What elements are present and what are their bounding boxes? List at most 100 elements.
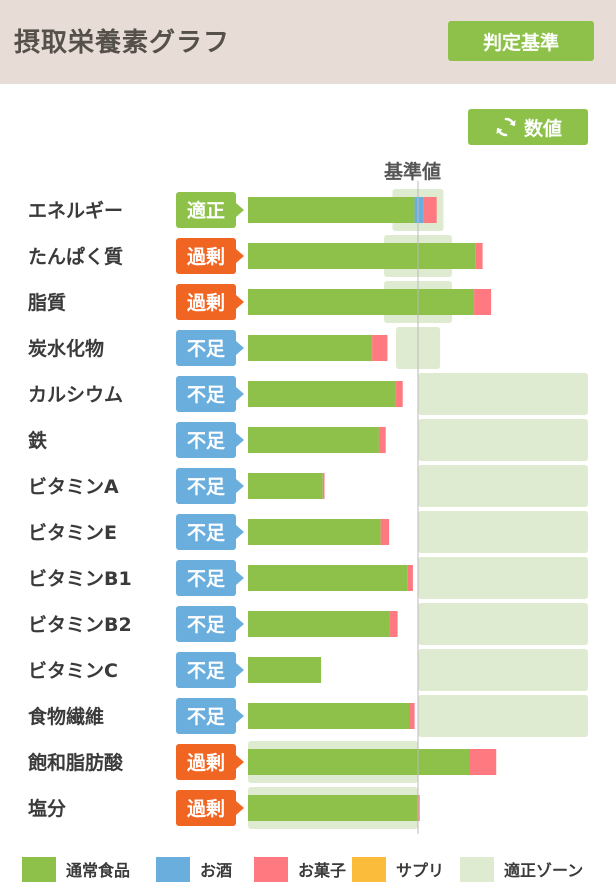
zone-rect (418, 419, 588, 461)
bar-snacks (372, 335, 388, 361)
bar-snacks (418, 795, 420, 821)
status-badge-arrow (236, 387, 244, 401)
status-badge-label: 不足 (187, 476, 226, 498)
bar-snacks (380, 519, 390, 545)
status-badge-label: 過剰 (187, 291, 225, 314)
bar-normal-food (248, 473, 323, 499)
category-label: カルシウム (28, 384, 123, 406)
bar-snacks (395, 381, 403, 407)
bar-snacks (322, 473, 325, 499)
criteria-button[interactable]: 判定基準 (448, 21, 594, 61)
bar-snacks (407, 565, 413, 591)
legend-item-supplement: サプリ (352, 855, 444, 883)
status-badge (176, 284, 236, 320)
legend-item-zone: 適正ゾーン (460, 855, 583, 883)
status-badge-label: 不足 (187, 430, 226, 452)
bar-snacks (475, 243, 483, 269)
legend-item-alcohol: お酒 (156, 855, 232, 883)
legend-swatch-alcohol (156, 856, 190, 882)
status-badge-arrow (236, 203, 244, 217)
bar-normal-food (248, 289, 475, 315)
bar-snacks (378, 427, 386, 453)
status-badge-label: 不足 (187, 522, 226, 544)
status-badge (176, 560, 236, 596)
bar-snacks (469, 749, 497, 775)
status-badge (176, 376, 236, 412)
category-label: 飽和脂肪酸 (27, 751, 124, 774)
status-badge-label: 不足 (187, 568, 226, 590)
status-badge-arrow (236, 571, 244, 585)
status-badge-label: 不足 (187, 384, 226, 406)
bar-normal-food (248, 749, 469, 775)
bar-snacks (474, 289, 492, 315)
zone-rect (418, 465, 588, 507)
bar-normal-food (248, 657, 322, 683)
status-badge-label: 不足 (187, 338, 226, 360)
bar-normal-food (248, 427, 379, 453)
status-badge (176, 652, 236, 688)
legend-label-snacks: お菓子 (298, 861, 347, 880)
zone-rect (418, 695, 588, 737)
bar-normal-food (248, 243, 476, 269)
status-badge (176, 606, 236, 642)
category-label: エネルギー (28, 200, 123, 222)
status-badge-arrow (236, 525, 244, 539)
status-badge (176, 238, 236, 274)
bar-normal-food (248, 795, 418, 821)
status-badge (176, 698, 236, 734)
zone-rect (418, 603, 588, 645)
category-label: 鉄 (28, 429, 47, 452)
status-badge (176, 330, 236, 366)
status-badge-arrow (236, 663, 244, 677)
bar-normal-food (248, 565, 408, 591)
category-label: ビタミンB2 (28, 614, 132, 636)
bar-normal-food (248, 197, 415, 223)
chart-legend: 通常食品 お酒 お菓子 サプリ 適正ゾーン (22, 855, 602, 885)
status-badge-label: 過剰 (187, 751, 225, 774)
legend-swatch-snacks (254, 856, 288, 882)
status-badge (176, 468, 236, 504)
status-badge-arrow (236, 755, 244, 769)
status-badge-label: 不足 (187, 706, 226, 728)
status-badge-arrow (236, 709, 244, 723)
bar-normal-food (248, 703, 410, 729)
status-badge-arrow (236, 801, 244, 815)
legend-swatch-supplement (352, 856, 386, 882)
status-badge-arrow (236, 617, 244, 631)
bar-snacks (409, 703, 415, 729)
zone-rect (418, 649, 588, 691)
status-badge (176, 422, 236, 458)
legend-item-normal-food: 通常食品 (22, 855, 130, 883)
bar-normal-food (248, 381, 396, 407)
category-label: ビタミンB1 (28, 568, 132, 590)
status-badge (176, 790, 236, 826)
status-badge-arrow (236, 433, 244, 447)
zone-rect (418, 511, 588, 553)
legend-label-zone: 適正ゾーン (504, 861, 584, 880)
status-badge-arrow (236, 249, 244, 263)
bar-normal-food (248, 335, 373, 361)
zone-rect (418, 373, 588, 415)
category-label: たんぱく質 (28, 245, 123, 268)
bar-normal-food (248, 519, 381, 545)
legend-swatch-normal-food (22, 856, 56, 882)
category-label: 炭水化物 (28, 337, 104, 360)
category-label: ビタミンA (28, 476, 119, 498)
refresh-icon (496, 117, 516, 137)
category-label: 食物繊維 (28, 705, 104, 728)
values-toggle-button[interactable]: 数値 (468, 109, 588, 145)
category-label: 脂質 (28, 291, 66, 314)
values-toggle-label: 数値 (523, 117, 562, 140)
legend-swatch-zone (460, 856, 494, 882)
zone-rect (418, 557, 588, 599)
bar-snacks (389, 611, 398, 637)
bar-alcohol (414, 197, 424, 223)
bar-snacks (423, 197, 437, 223)
status-badge (176, 514, 236, 550)
category-label: 塩分 (28, 797, 66, 820)
status-badge-label: 適正 (187, 199, 225, 222)
category-label: ビタミンE (28, 522, 117, 544)
status-badge-arrow (236, 341, 244, 355)
legend-label-normal-food: 通常食品 (66, 861, 131, 880)
